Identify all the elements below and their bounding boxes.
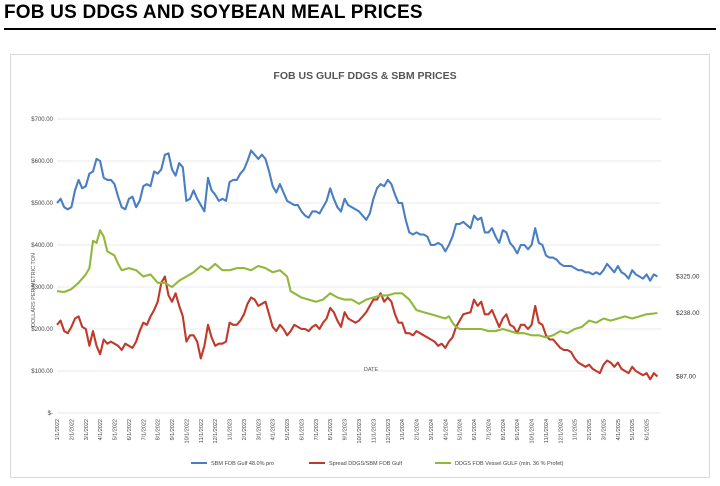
x-tick-label: 10/1/2024 — [530, 419, 536, 443]
x-tick-label: 3/1/2025 — [601, 419, 607, 440]
x-tick-label: 9/1/2024 — [515, 419, 521, 440]
x-tick-label: 1/1/2022 — [55, 419, 61, 440]
legend-label-spread: Spread DDGS/SBM FOB Gulf — [329, 461, 403, 467]
x-tick-label: 4/1/2024 — [443, 419, 449, 440]
x-tick-label: 8/1/2024 — [501, 419, 507, 440]
end-label-sbm: $325.00 — [676, 274, 700, 281]
series-line-sbm — [56, 149, 658, 282]
heading-divider — [4, 28, 716, 30]
x-tick-label: 7/1/2024 — [486, 419, 492, 440]
x-tick-label: 7/1/2023 — [314, 419, 320, 440]
x-tick-label: 6/1/2023 — [299, 419, 305, 440]
x-tick-label: 4/1/2022 — [98, 419, 104, 440]
legend-label-sbm: SBM FOB Gulf 48.0% pro — [211, 461, 274, 467]
x-tick-label: 4/1/2025 — [616, 419, 622, 440]
x-tick-label: 8/1/2022 — [156, 419, 162, 440]
x-tick-label: 2/1/2023 — [242, 419, 248, 440]
x-tick-label: 2/1/2022 — [69, 419, 75, 440]
x-tick-label: 10/1/2023 — [357, 419, 363, 443]
y-tick-label: $400.00 — [31, 243, 53, 249]
x-tick-label: 1/1/2023 — [228, 419, 234, 440]
gridlines — [57, 118, 661, 414]
legend-label-ddgs: DDGS FOB Vessel GULF (min. 36 % Profet) — [455, 461, 564, 467]
y-tick-label: $300.00 — [31, 285, 53, 291]
y-axis-ticks: $- $100.00 $200.00 $300.00 $400.00 $500.00 $60… — [31, 117, 53, 417]
price-line-chart: $- $100.00 $200.00 $300.00 $400.00 $500.00 $60… — [31, 70, 700, 467]
x-tick-label: 5/1/2024 — [458, 419, 464, 440]
y-tick-label: $500.00 — [31, 201, 53, 207]
x-tick-label: 12/1/2022 — [213, 419, 219, 443]
y-tick-label: $- — [48, 411, 53, 417]
y-tick-label: $600.00 — [31, 159, 53, 165]
x-tick-label: 6/1/2025 — [645, 419, 651, 440]
x-tick-label: 6/1/2024 — [472, 419, 478, 440]
x-tick-label: 11/1/2023 — [371, 419, 377, 443]
end-label-spread: $87.00 — [676, 373, 696, 380]
end-label-ddgs: $238.00 — [676, 310, 700, 317]
y-tick-label: $700.00 — [31, 117, 53, 123]
x-tick-label: 9/1/2022 — [170, 419, 176, 440]
x-tick-label: 12/1/2024 — [558, 419, 564, 443]
x-tick-label: 12/1/2023 — [386, 419, 392, 443]
y-axis-label: DOLLARS PER METRIC TON — [31, 253, 37, 327]
x-tick-label: 10/1/2022 — [184, 419, 190, 443]
x-tick-label: 5/1/2022 — [113, 419, 119, 440]
x-tick-label: 6/1/2022 — [127, 419, 133, 440]
x-axis-ticks: 1/1/2022 2/1/2022 3/1/2022 4/1/2022 5/1/2022… — [55, 419, 651, 443]
x-tick-label: 8/1/2023 — [328, 419, 334, 440]
x-tick-label: 3/1/2023 — [256, 419, 262, 440]
series-line-spread — [56, 275, 659, 381]
x-tick-label: 11/1/2024 — [544, 419, 550, 443]
x-tick-label: 7/1/2022 — [141, 419, 147, 440]
x-tick-label: 4/1/2023 — [271, 419, 277, 440]
x-axis-label: DATE — [364, 367, 379, 373]
x-tick-label: 3/1/2022 — [84, 419, 90, 440]
x-tick-label: 3/1/2024 — [429, 419, 435, 440]
chart-panel: $- $100.00 $200.00 $300.00 $400.00 $500.00 $60… — [10, 54, 710, 478]
x-tick-label: 9/1/2023 — [343, 419, 349, 440]
x-tick-label: 2/1/2025 — [587, 419, 593, 440]
page-heading: FOB US DDGS AND SOYBEAN MEAL PRICES — [4, 2, 423, 23]
x-tick-label: 5/1/2023 — [285, 419, 291, 440]
x-tick-label: 5/1/2025 — [630, 419, 636, 440]
y-tick-label: $200.00 — [31, 327, 53, 333]
end-value-labels: $325.00 $87.00 $238.00 — [676, 274, 700, 381]
x-tick-label: 1/1/2025 — [573, 419, 579, 440]
series-lines — [56, 149, 659, 381]
series-line-ddgs — [56, 229, 658, 339]
chart-title: FOB US GULF DDGS & SBM PRICES — [273, 70, 456, 82]
x-tick-label: 1/1/2024 — [400, 419, 406, 440]
x-tick-label: 11/1/2022 — [199, 419, 205, 443]
chart-legend: SBM FOB Gulf 48.0% pro Spread DDGS/SBM FO… — [191, 461, 564, 467]
y-tick-label: $100.00 — [31, 369, 53, 375]
x-tick-label: 2/1/2024 — [415, 419, 421, 440]
